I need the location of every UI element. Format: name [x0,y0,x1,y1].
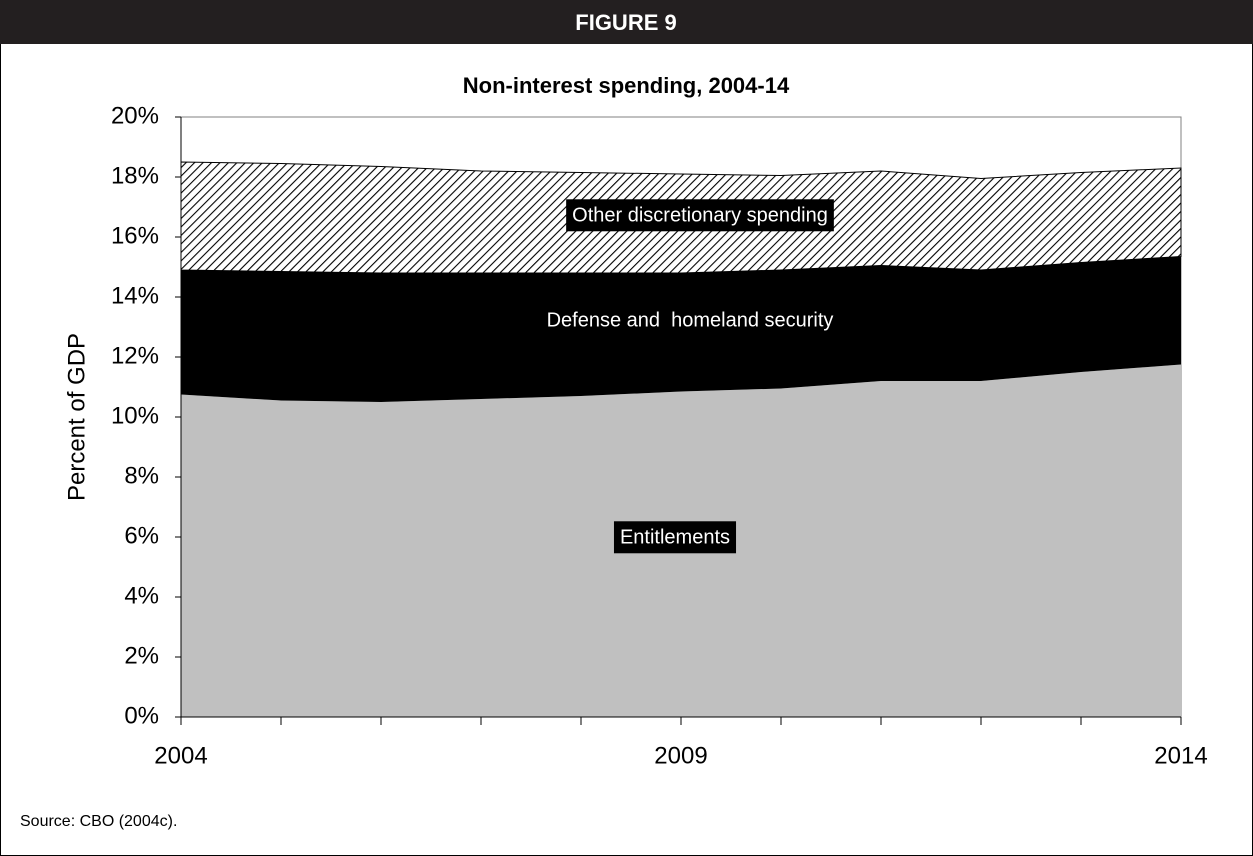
header-bar [0,0,1253,44]
series-label-box [613,521,737,554]
series-label: Defense and homeland security [547,309,834,331]
series-label-group: Other discretionary spending [566,199,834,232]
plot: Entitlements Defense and homeland securit… [111,102,1208,769]
x-tick-label: 2009 [654,742,707,769]
series-label-group: Entitlements [613,521,737,554]
series-label: Other discretionary spending [572,204,828,226]
y-axis-label: Percent of GDP [63,333,90,501]
series-label: Entitlements [620,526,730,548]
y-tick-label: 16% [111,222,159,249]
y-tick-label: 10% [111,402,159,429]
y-tick-label: 2% [124,642,159,669]
x-tick-label: 2004 [154,742,207,769]
series-label-box [566,199,834,232]
y-tick-label: 8% [124,462,159,489]
y-tick-label: 12% [111,342,159,369]
y-tick-label: 20% [111,102,159,129]
source-note: Source: CBO (2004c). [20,813,177,830]
y-tick-label: 18% [111,162,159,189]
chart-title: Non-interest spending, 2004-14 [463,73,790,98]
series-label-group: Defense and homeland security [547,309,834,331]
y-tick-label: 6% [124,522,159,549]
figure-label: FIGURE 9 [575,10,676,35]
x-tick-label: 2014 [1154,742,1207,769]
area [181,256,1181,402]
y-tick-label: 4% [124,582,159,609]
y-tick-label: 0% [124,702,159,729]
y-tick-label: 14% [111,282,159,309]
